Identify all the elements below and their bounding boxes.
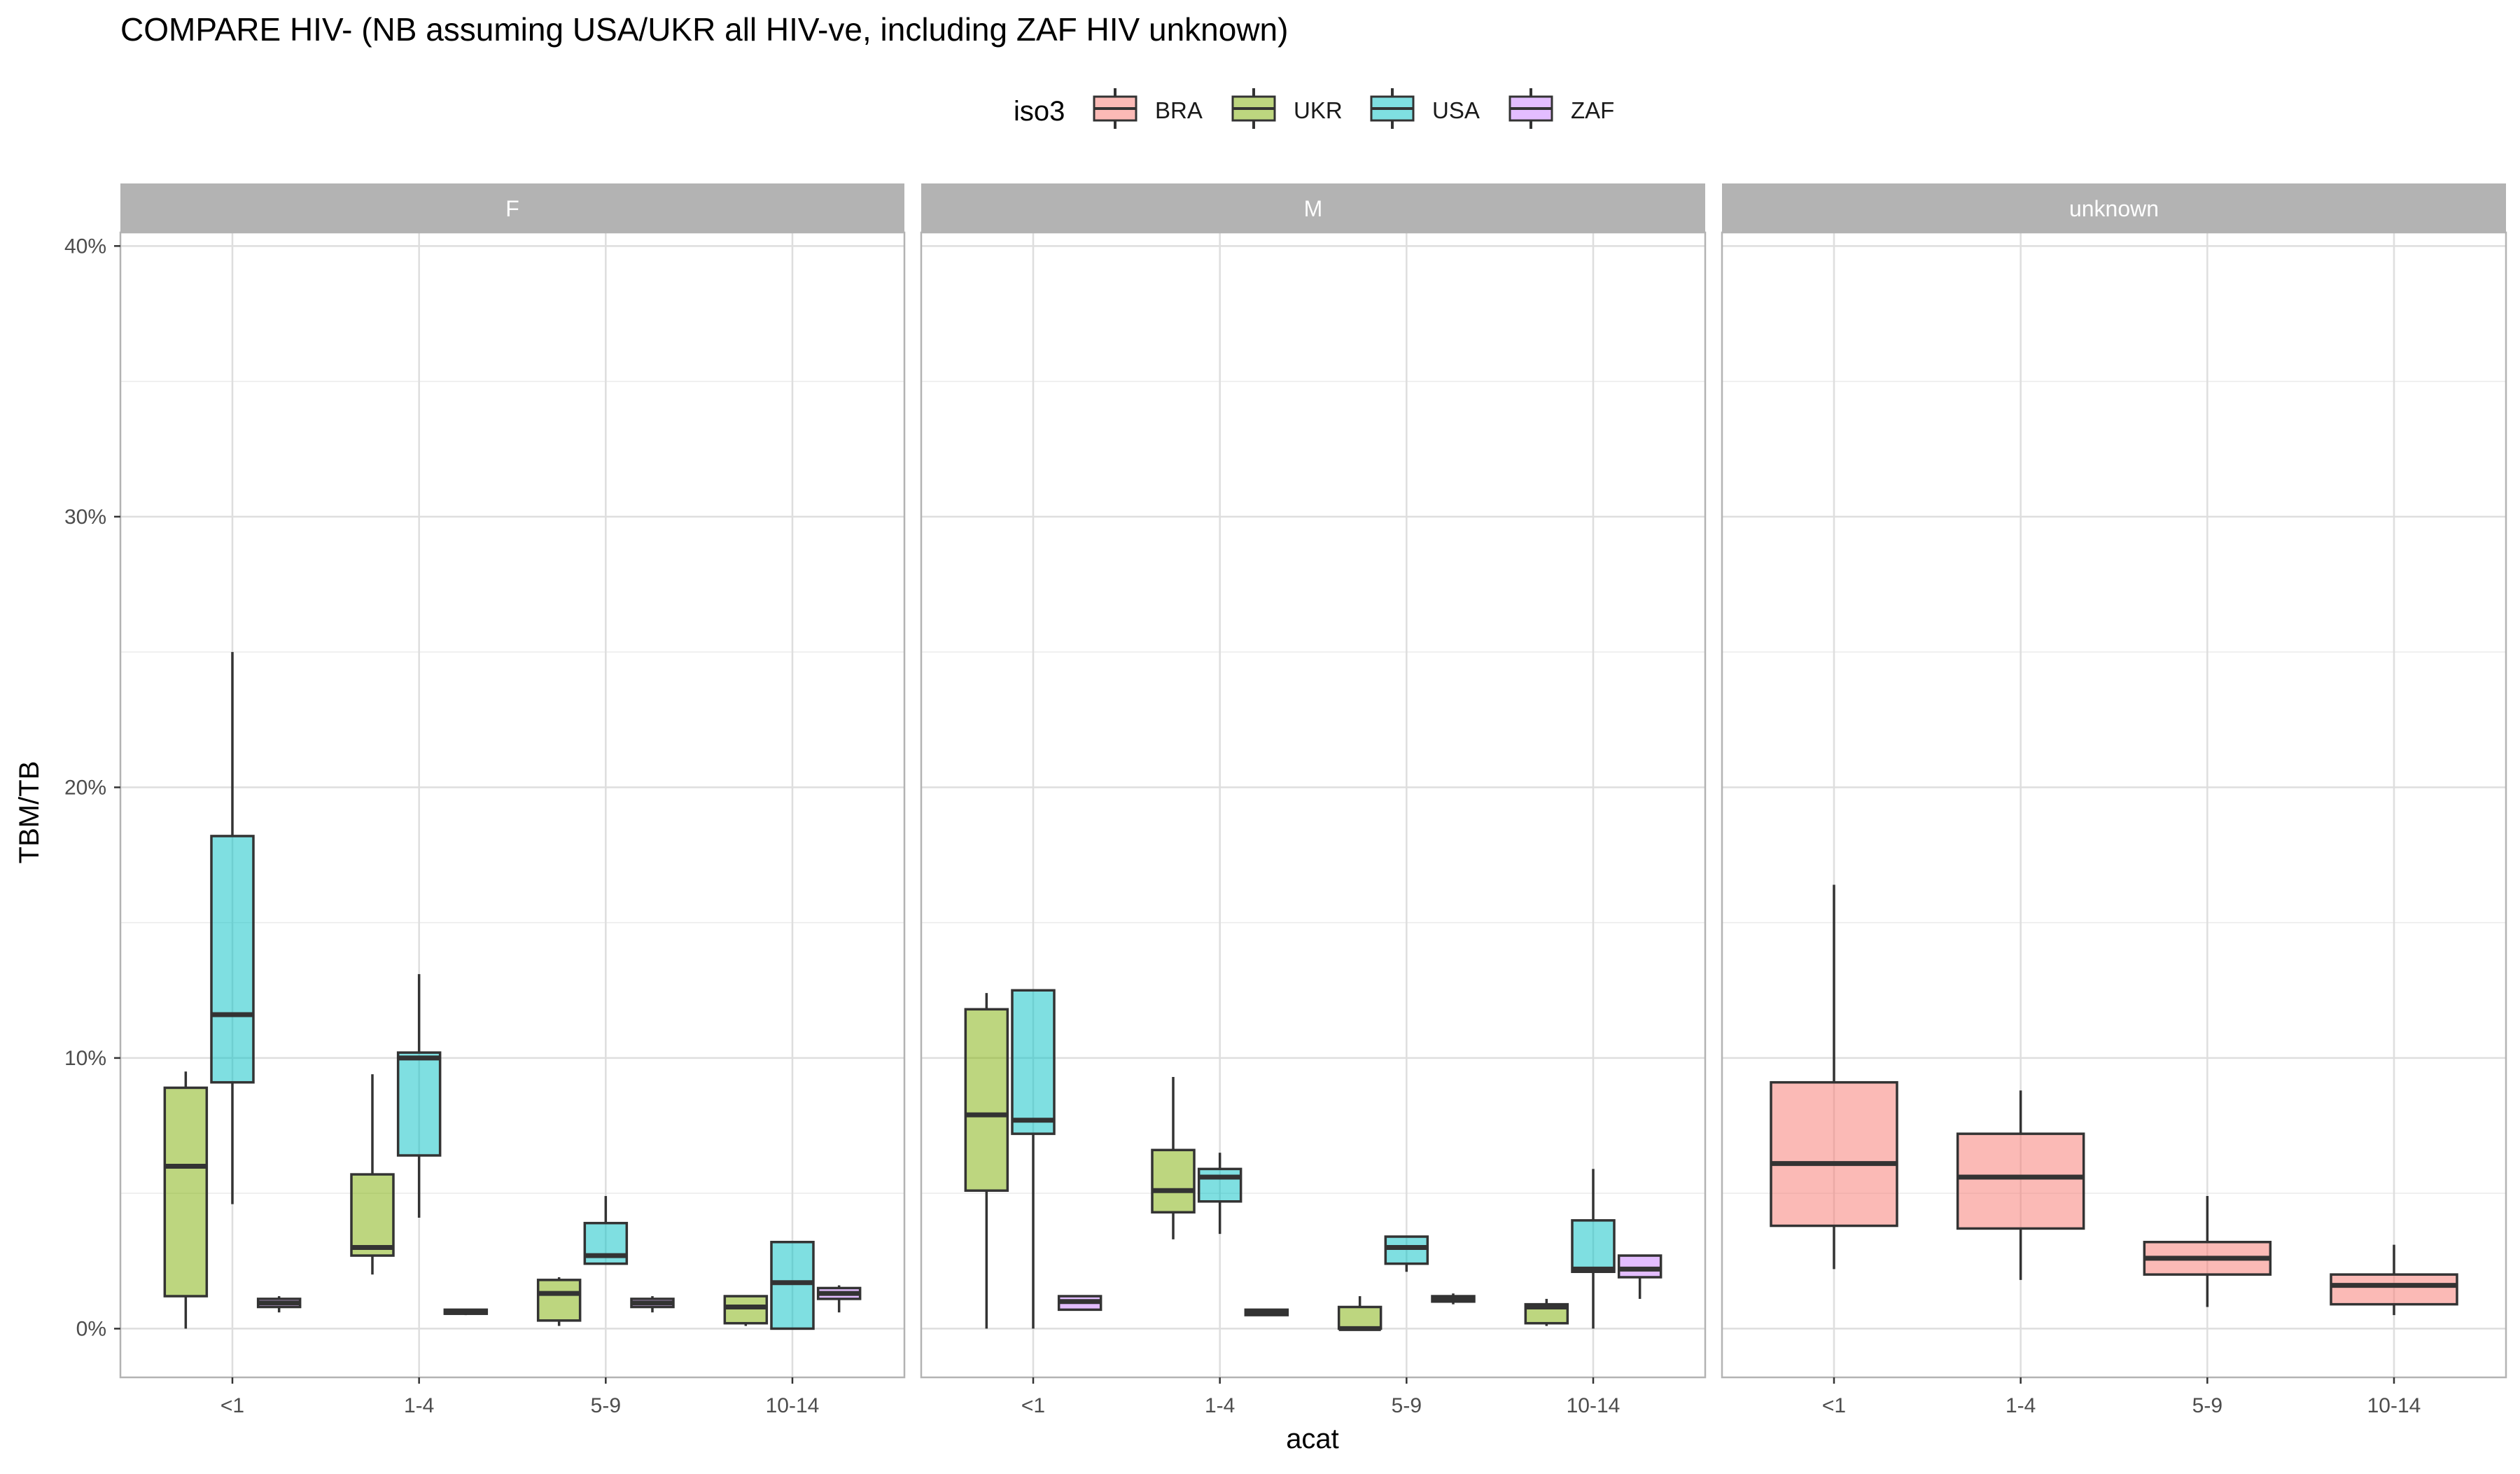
box-body [1337, 1305, 1382, 1330]
box-body [350, 1173, 395, 1257]
box-zaf-<1 [256, 1296, 302, 1313]
legend-label: USA [1432, 97, 1480, 123]
box-body [1011, 989, 1056, 1135]
box-body [1617, 1254, 1662, 1279]
box-zaf-5-9 [1431, 1293, 1476, 1305]
x-tick-label: 10-14 [2367, 1394, 2421, 1417]
panel-border [920, 231, 1707, 1379]
x-tick-label: 10-14 [1567, 1394, 1620, 1417]
box-body [1956, 1132, 2085, 1230]
box-ukr-1-4 [1151, 1076, 1196, 1239]
box-ukr-5-9 [536, 1277, 582, 1326]
legend-label: BRA [1155, 97, 1203, 123]
box-zaf-1-4 [1244, 1308, 1289, 1316]
box-body [1197, 1167, 1242, 1203]
box-body [536, 1279, 582, 1322]
x-tick-label: 5-9 [1392, 1394, 1422, 1417]
y-tick-label: 30% [64, 506, 106, 529]
facet-strip [921, 183, 1705, 232]
box-usa-10-14 [770, 1240, 815, 1330]
legend-item-ukr: UKR [1231, 88, 1343, 129]
box-usa-5-9 [1384, 1235, 1429, 1272]
box-body [163, 1086, 209, 1298]
x-axis-title: acat [1286, 1424, 1339, 1454]
box-body [2330, 1273, 2458, 1306]
facet-strip-label: M [1304, 196, 1323, 221]
y-tick-label: 0% [76, 1317, 106, 1340]
legend-title: iso3 [1014, 96, 1065, 127]
box-body [1384, 1235, 1429, 1265]
facet-strip [1722, 183, 2506, 232]
facet-strip-label: F [505, 196, 519, 221]
chart-title: COMPARE HIV- (NB assuming USA/UKR all HI… [120, 11, 1288, 48]
box-body [723, 1295, 769, 1325]
box-bra-1-4 [1956, 1090, 2085, 1280]
box-body [396, 1051, 442, 1157]
box-zaf-10-14 [1617, 1254, 1662, 1299]
x-tick-label: 5-9 [2192, 1394, 2222, 1417]
x-tick-label: <1 [220, 1394, 244, 1417]
box-body [1770, 1080, 1898, 1228]
box-usa-<1 [210, 652, 255, 1204]
facet-strip-label: unknown [2069, 196, 2159, 221]
x-tick-label: <1 [1021, 1394, 1045, 1417]
x-tick-label: 1-4 [1205, 1394, 1235, 1417]
x-tick-label: 5-9 [591, 1394, 621, 1417]
legend-label: ZAF [1571, 97, 1614, 123]
box-ukr-10-14 [1524, 1298, 1569, 1326]
y-axis-title: TBM/TB [14, 761, 45, 864]
box-ukr-<1 [163, 1071, 209, 1329]
legend-item-usa: USA [1370, 88, 1480, 129]
y-tick-label: 40% [64, 235, 106, 258]
x-tick-label: <1 [1822, 1394, 1846, 1417]
facet-panel-m: M <1 1-4 5-9 10-14 [920, 183, 1707, 1417]
y-tick-label: 20% [64, 776, 106, 799]
facet-panels: F <1 1-4 5-9 10-14 M <1 1-4 5-9 10-14 unknown <1 1-4… [64, 183, 2507, 1417]
facet-strip [120, 183, 904, 232]
box-body [1151, 1148, 1196, 1214]
box-body [770, 1240, 815, 1330]
facet-panel-f: F <1 1-4 5-9 10-14 [119, 183, 906, 1417]
box-ukr-10-14 [723, 1295, 769, 1326]
y-axis: 0% 10% 20% 30% 40% [64, 235, 120, 1340]
x-tick-label: 1-4 [404, 1394, 434, 1417]
x-tick-label: 10-14 [766, 1394, 820, 1417]
box-ukr-1-4 [350, 1074, 395, 1275]
box-usa-5-9 [583, 1196, 629, 1265]
box-usa-1-4 [396, 974, 442, 1218]
box-zaf-<1 [1057, 1295, 1102, 1312]
panel-border [1721, 231, 2507, 1379]
box-usa-1-4 [1197, 1153, 1242, 1235]
x-tick-label: 1-4 [2005, 1394, 2036, 1417]
box-ukr-5-9 [1337, 1296, 1382, 1331]
box-zaf-10-14 [816, 1285, 862, 1313]
legend-item-zaf: ZAF [1508, 88, 1614, 129]
box-bra-<1 [1770, 884, 1898, 1270]
box-zaf-5-9 [630, 1296, 675, 1313]
box-usa-<1 [1011, 989, 1056, 1329]
box-zaf-1-4 [443, 1308, 489, 1316]
legend-item-bra: BRA [1093, 88, 1203, 129]
legend-label: UKR [1294, 97, 1343, 123]
box-usa-10-14 [1571, 1169, 1616, 1329]
box-body [964, 1008, 1009, 1193]
y-tick-label: 10% [64, 1047, 106, 1070]
box-body [1571, 1219, 1616, 1274]
panel-border [119, 231, 906, 1379]
box-body [210, 835, 255, 1084]
box-bra-10-14 [2330, 1244, 2458, 1316]
box-bra-5-9 [2143, 1196, 2272, 1307]
legend: iso3 BRA UKR USA ZAF [1014, 88, 1614, 129]
facet-panel-unknown: unknown <1 1-4 5-9 10-14 [1721, 183, 2507, 1417]
box-ukr-<1 [964, 993, 1009, 1329]
